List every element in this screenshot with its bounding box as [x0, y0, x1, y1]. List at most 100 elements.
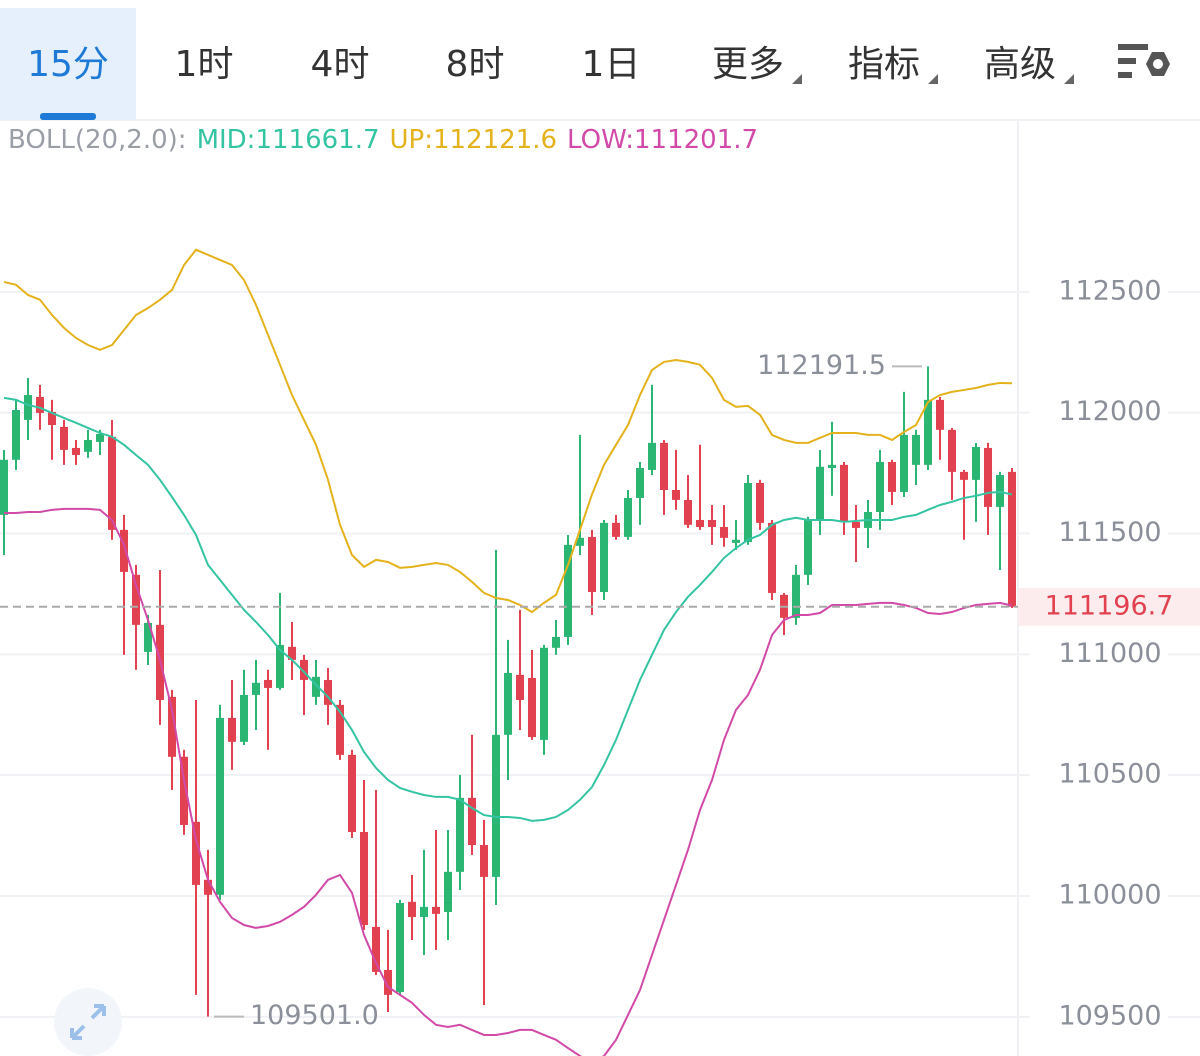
- expand-button[interactable]: [54, 988, 122, 1056]
- tab[interactable]: 1日: [582, 44, 641, 85]
- candle-body: [36, 396, 44, 413]
- candle-body: [468, 797, 476, 846]
- candle-body: [888, 461, 896, 492]
- candle-body: [912, 434, 920, 465]
- candle-body: [732, 539, 740, 543]
- candle-body: [876, 461, 884, 512]
- y-tick-label: 111000: [1058, 638, 1161, 669]
- candle-body: [552, 636, 560, 648]
- candle-body: [120, 529, 128, 572]
- settings-icon[interactable]: [1118, 44, 1170, 78]
- candle-body: [636, 468, 644, 498]
- candle-body: [60, 426, 68, 450]
- candle-body: [756, 482, 764, 523]
- y-tick-label: 109500: [1058, 1000, 1161, 1031]
- y-tick-label: 111500: [1058, 517, 1161, 548]
- candle-body: [504, 672, 512, 735]
- candle-body: [972, 446, 980, 480]
- candle-body: [600, 522, 608, 592]
- tab-label: 15分: [27, 44, 109, 85]
- candle-body: [288, 646, 296, 660]
- candle-body: [768, 522, 776, 593]
- candle-body: [588, 536, 596, 592]
- tab-label: 1日: [582, 44, 641, 85]
- legend-entry: MID:111661.7: [197, 125, 380, 155]
- y-tick-label: 110500: [1058, 759, 1161, 790]
- dropdown-caret: [928, 74, 938, 84]
- candle-body: [420, 906, 428, 918]
- candle-body: [804, 519, 812, 575]
- candle-body: [612, 522, 620, 537]
- candle-body: [672, 490, 680, 500]
- y-tick-label: 112500: [1058, 275, 1161, 306]
- candle-body: [924, 399, 932, 465]
- legend-entry: UP:112121.6: [390, 125, 558, 155]
- candle-body: [24, 395, 32, 420]
- legend-entry: BOLL(20,2.0):: [8, 125, 187, 155]
- candle-body: [132, 574, 140, 625]
- candle-body: [180, 756, 188, 825]
- candle-body: [624, 497, 632, 537]
- y-axis: 109500 110000 110500 111000 111500 112000 1125…: [1018, 275, 1200, 1031]
- candle-body: [240, 694, 248, 742]
- tab[interactable]: 8时: [446, 44, 505, 85]
- candle-body: [396, 903, 404, 992]
- candle-body: [384, 969, 392, 995]
- candle-body: [1008, 471, 1016, 607]
- candle-body: [480, 845, 488, 877]
- candle-body: [948, 429, 956, 472]
- tab-label: 8时: [446, 44, 505, 85]
- candle-body: [684, 499, 692, 525]
- tab[interactable]: 4时: [311, 44, 370, 85]
- tab-label: 1时: [175, 44, 234, 85]
- candle-body: [108, 436, 116, 530]
- candle-body: [84, 439, 92, 452]
- current-price-label: 111196.7: [1045, 590, 1174, 621]
- plot: [0, 248, 1018, 1056]
- candle-body: [144, 622, 152, 652]
- candle-body: [432, 906, 440, 914]
- candle-body: [0, 459, 8, 515]
- candle-body: [192, 821, 200, 885]
- tab-highlight: [0, 8, 136, 120]
- candle-body: [984, 447, 992, 507]
- candle-body: [324, 679, 332, 705]
- candle-body: [444, 871, 452, 912]
- candle-body: [348, 754, 356, 832]
- candle-body: [792, 574, 800, 618]
- current-price-badge: [1018, 587, 1200, 626]
- tab[interactable]: 15分: [0, 8, 136, 120]
- tab[interactable]: 指标: [848, 44, 938, 85]
- candle-body: [840, 464, 848, 522]
- candle-body: [456, 797, 464, 872]
- candle-body: [48, 411, 56, 425]
- tab-label: 更多: [712, 44, 784, 85]
- tab-label: 4时: [311, 44, 370, 85]
- dropdown-caret: [792, 74, 802, 84]
- candle-body: [336, 704, 344, 755]
- candle-body: [696, 519, 704, 527]
- candle-body: [816, 466, 824, 520]
- tab[interactable]: 更多: [712, 44, 802, 85]
- grid: [0, 290, 1200, 1018]
- annotation-label: 109501.0: [250, 1000, 379, 1031]
- tab[interactable]: 高级: [984, 44, 1074, 85]
- band-line: [4, 507, 1013, 1056]
- candle-body: [720, 526, 728, 538]
- tab[interactable]: 1时: [175, 44, 234, 85]
- candle-body: [660, 442, 668, 491]
- indicator-header: BOLL(20,2.0): MID:111661.7 UP:112121.6 LOW:…: [8, 125, 758, 155]
- candle-body: [204, 879, 212, 895]
- candle-body: [744, 482, 752, 542]
- candle-body: [936, 399, 944, 430]
- tabs: 15分 1时 4时 8时 1日 更多 指标 高级: [0, 8, 1074, 120]
- candle-body: [252, 682, 260, 695]
- candle-body: [264, 679, 272, 688]
- candle-body: [564, 544, 572, 637]
- candle-body: [648, 442, 656, 470]
- candle-body: [228, 717, 236, 742]
- y-tick-label: 112000: [1058, 396, 1161, 427]
- candle-body: [852, 521, 860, 528]
- candle-body: [516, 674, 524, 701]
